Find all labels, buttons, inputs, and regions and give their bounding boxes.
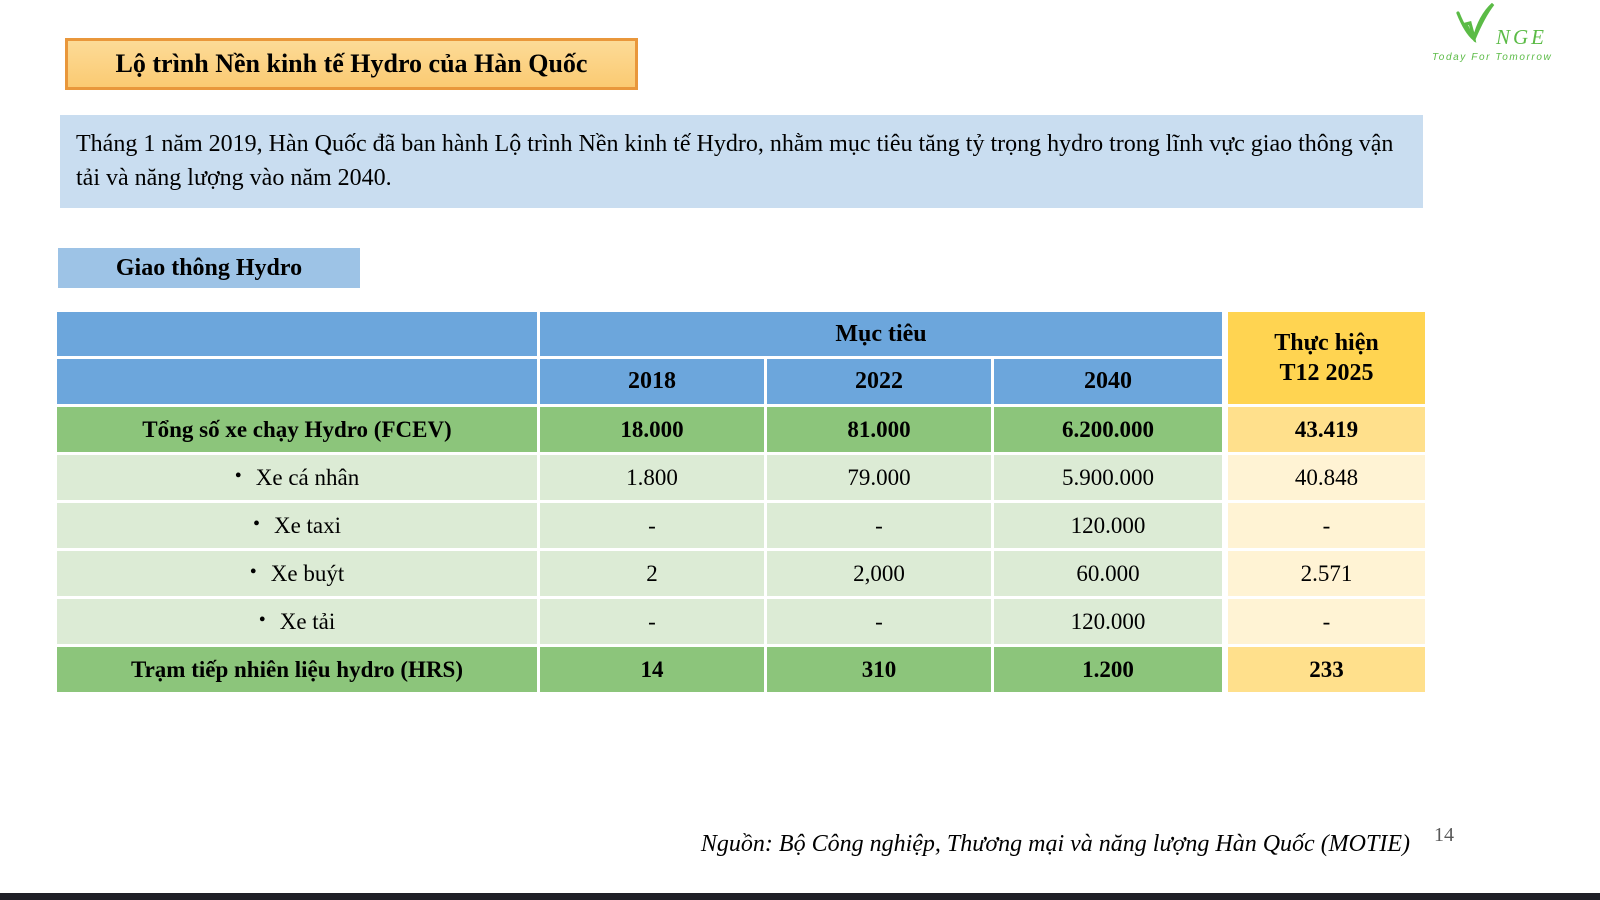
header-actual-line1: Thực hiện xyxy=(1274,330,1379,356)
bullet-icon: • xyxy=(252,513,260,535)
header-target-group: Mục tiêu xyxy=(540,312,1222,356)
row-truck-label: • Xe tải xyxy=(57,599,537,644)
row-car-2040: 5.900.000 xyxy=(994,455,1222,500)
page-number: 14 xyxy=(1434,824,1454,846)
row-taxi-actual: - xyxy=(1228,503,1425,548)
header-actual-line2: T12 2025 xyxy=(1279,360,1374,386)
intro-text: Tháng 1 năm 2019, Hàn Quốc đã ban hành L… xyxy=(76,131,1394,192)
row-fcev-2022: 81.000 xyxy=(767,407,991,452)
row-hrs-2040: 1.200 xyxy=(994,647,1222,692)
row-truck-2022: - xyxy=(767,599,991,644)
row-hrs-2018: 14 xyxy=(540,647,764,692)
header-blank-cell xyxy=(57,312,537,356)
row-hrs-label: Trạm tiếp nhiên liệu hydro (HRS) xyxy=(57,647,537,692)
row-truck-actual: - xyxy=(1228,599,1425,644)
bullet-icon: • xyxy=(258,609,266,631)
logo-v-swoosh-icon xyxy=(1455,2,1495,48)
row-fcev-2040: 6.200.000 xyxy=(994,407,1222,452)
row-bus-actual: 2.571 xyxy=(1228,551,1425,596)
row-bus-2018: 2 xyxy=(540,551,764,596)
header-year-2022: 2022 xyxy=(767,359,991,404)
vnge-logo: NGE Today For Tomorrow xyxy=(1432,2,1553,66)
row-taxi-2040: 120.000 xyxy=(994,503,1222,548)
row-bus-label: • Xe buýt xyxy=(57,551,537,596)
row-hrs-actual: 233 xyxy=(1228,647,1425,692)
bullet-icon: • xyxy=(249,561,257,583)
row-bus-2022: 2,000 xyxy=(767,551,991,596)
row-car-actual: 40.848 xyxy=(1228,455,1425,500)
hydro-transport-table: Mục tiêu Thực hiện T12 2025 2018 2022 20… xyxy=(57,312,1425,692)
slide-title: Lộ trình Nền kinh tế Hydro của Hàn Quốc xyxy=(65,38,638,90)
logo-tagline: Today For Tomorrow xyxy=(1432,52,1553,63)
row-truck-2040: 120.000 xyxy=(994,599,1222,644)
row-taxi-2022: - xyxy=(767,503,991,548)
header-actual: Thực hiện T12 2025 xyxy=(1228,312,1425,404)
section-label-transport: Giao thông Hydro xyxy=(58,248,360,288)
row-taxi-label: • Xe taxi xyxy=(57,503,537,548)
row-fcev-2018: 18.000 xyxy=(540,407,764,452)
row-car-label: • Xe cá nhân xyxy=(57,455,537,500)
row-bus-2040: 60.000 xyxy=(994,551,1222,596)
row-fcev-actual: 43.419 xyxy=(1228,407,1425,452)
row-hrs-2022: 310 xyxy=(767,647,991,692)
slide-title-text: Lộ trình Nền kinh tế Hydro của Hàn Quốc xyxy=(115,49,588,78)
row-truck-2018: - xyxy=(540,599,764,644)
row-car-2018: 1.800 xyxy=(540,455,764,500)
bottom-bar xyxy=(0,893,1600,900)
source-citation: Nguồn: Bộ Công nghiệp, Thương mại và năn… xyxy=(700,831,1410,857)
logo-brand-text: NGE xyxy=(1496,25,1547,49)
row-car-2022: 79.000 xyxy=(767,455,991,500)
row-fcev-label: Tổng số xe chạy Hydro (FCEV) xyxy=(57,407,537,452)
intro-paragraph: Tháng 1 năm 2019, Hàn Quốc đã ban hành L… xyxy=(60,115,1423,208)
header-year-2018: 2018 xyxy=(540,359,764,404)
header-blank-cell-2 xyxy=(57,359,537,404)
bullet-icon: • xyxy=(234,465,242,487)
section-label-text: Giao thông Hydro xyxy=(115,254,303,281)
header-year-2040: 2040 xyxy=(994,359,1222,404)
row-taxi-2018: - xyxy=(540,503,764,548)
